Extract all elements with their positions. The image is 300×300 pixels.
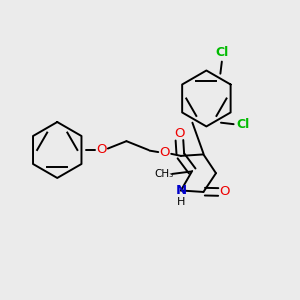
Text: Cl: Cl	[215, 46, 229, 59]
Text: O: O	[174, 127, 185, 140]
Text: N: N	[176, 184, 187, 197]
Text: CH₃: CH₃	[154, 169, 173, 179]
Text: O: O	[96, 143, 107, 157]
Text: H: H	[177, 197, 185, 207]
Text: O: O	[220, 185, 230, 199]
Text: Cl: Cl	[237, 118, 250, 131]
Text: O: O	[160, 146, 170, 159]
